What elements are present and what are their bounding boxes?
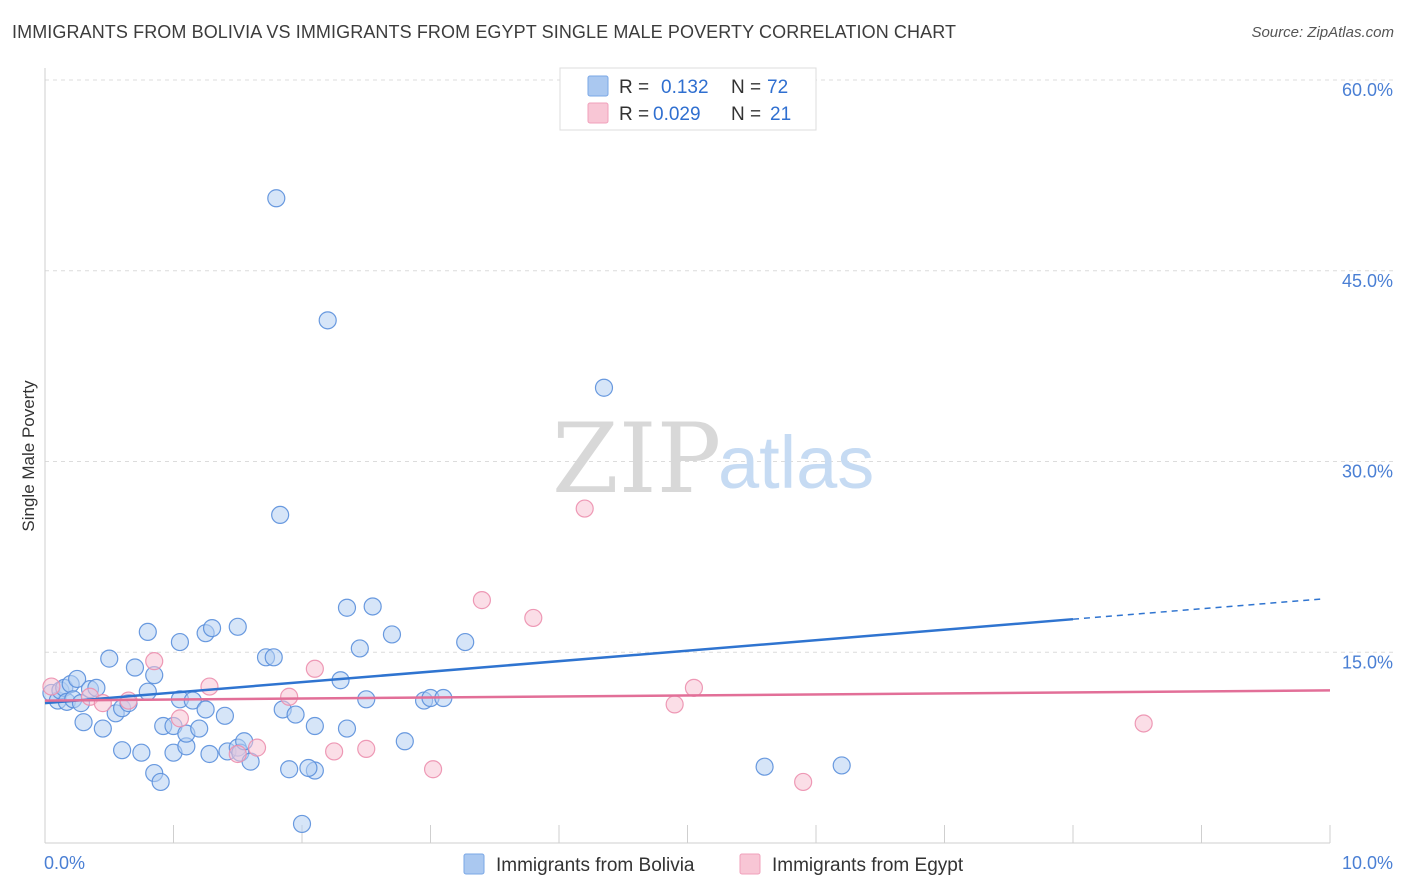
data-point — [395, 732, 414, 751]
data-point — [228, 617, 247, 636]
watermark-atlas: atlas — [718, 421, 874, 504]
trend-line-egypt — [44, 689, 1331, 702]
data-point — [299, 758, 318, 778]
data-point — [271, 505, 290, 525]
watermark-zip: ZIP — [552, 403, 721, 515]
data-point — [200, 677, 219, 696]
data-point — [594, 378, 614, 397]
data-point — [325, 742, 344, 761]
legend-n-label: N = — [731, 104, 761, 125]
y-tick-label: 15.0% — [1342, 652, 1393, 672]
bottom-legend-label-egypt: Immigrants from Egypt — [772, 855, 964, 876]
data-point — [190, 719, 209, 738]
data-point — [684, 678, 704, 697]
trend-line-extension — [1072, 598, 1324, 620]
tick-label-layer: 15.0% 30.0% 45.0% 60.0% 0.0% 10.0% — [44, 80, 1393, 873]
data-point — [264, 648, 283, 667]
data-point — [196, 700, 215, 719]
watermark: ZIP atlas — [552, 403, 874, 515]
trend-layer — [44, 598, 1331, 705]
data-point — [280, 687, 299, 706]
data-point — [145, 652, 164, 671]
data-point — [170, 709, 190, 728]
legend-r-value: 0.029 — [653, 104, 701, 125]
data-point — [170, 632, 190, 652]
data-point — [1134, 714, 1153, 733]
data-point — [200, 744, 219, 764]
data-point — [68, 669, 87, 689]
y-tick-label: 60.0% — [1342, 80, 1393, 100]
legend-swatch-egypt — [587, 102, 609, 124]
chart-source: Source: ZipAtlas.com — [1251, 24, 1394, 41]
data-point — [93, 719, 112, 738]
bottom-legend: Immigrants from Bolivia Immigrants from … — [463, 853, 964, 876]
data-point — [363, 597, 382, 616]
data-point — [42, 677, 61, 696]
grid-layer — [45, 79, 1395, 653]
y-tick-label: 45.0% — [1342, 271, 1393, 291]
series-bolivia — [42, 189, 851, 834]
data-point — [524, 608, 543, 628]
data-point — [456, 632, 475, 652]
data-point — [755, 757, 774, 776]
y-axis-label: Single Male Poverty — [19, 380, 38, 532]
data-point — [267, 189, 286, 208]
chart-title: IMMIGRANTS FROM BOLIVIA VS IMMIGRANTS FR… — [12, 22, 957, 42]
data-point — [151, 772, 170, 792]
bottom-legend-label-bolivia: Immigrants from Bolivia — [496, 855, 695, 876]
legend-swatch-bolivia — [587, 75, 609, 97]
y-tick-label: 30.0% — [1342, 462, 1393, 482]
series-egypt — [42, 499, 1153, 792]
data-point — [318, 311, 337, 330]
data-point — [247, 738, 267, 757]
data-point — [382, 625, 402, 644]
data-point — [138, 622, 157, 642]
legend-r-value: 0.132 — [661, 77, 709, 98]
data-point — [423, 760, 443, 779]
data-point — [337, 598, 357, 617]
data-point — [665, 695, 684, 714]
data-point — [132, 743, 151, 762]
bottom-legend-swatch-egypt — [739, 853, 761, 875]
legend-n-value: 72 — [767, 77, 788, 98]
legend-n-value: 21 — [770, 104, 791, 125]
legend-n-label: N = — [731, 77, 761, 98]
trend-line-bolivia — [44, 617, 1074, 705]
data-point — [202, 618, 222, 638]
data-point — [292, 814, 312, 834]
data-point — [472, 591, 491, 610]
data-point — [305, 659, 324, 678]
data-point — [125, 658, 145, 677]
data-point — [74, 713, 93, 732]
legend-r-label: R = — [619, 77, 649, 98]
data-point — [337, 719, 357, 738]
axes-layer — [44, 68, 1331, 844]
legend-item-egypt: R = 0.029 N = 21 — [587, 102, 791, 125]
data-point — [305, 716, 324, 736]
legend-item-bolivia: R = 0.132 N = 72 — [587, 75, 788, 98]
x-tick-label-right: 10.0% — [1342, 853, 1393, 873]
data-point — [228, 744, 247, 764]
data-point — [357, 739, 376, 758]
data-point — [112, 741, 132, 760]
data-point — [350, 639, 369, 658]
legend-r-label: R = — [619, 104, 649, 125]
data-point — [215, 706, 234, 725]
bottom-legend-swatch-bolivia — [463, 853, 485, 875]
data-point — [138, 682, 157, 701]
data-point — [286, 705, 305, 724]
data-point — [100, 649, 119, 668]
data-point — [794, 772, 813, 792]
legend-box: R = 0.132 N = 72 R = 0.029 N = 21 — [559, 67, 817, 131]
data-point — [280, 760, 299, 779]
data-point — [832, 756, 851, 775]
data-point — [575, 499, 594, 518]
x-tick-label-left: 0.0% — [44, 853, 85, 873]
points-layer — [42, 189, 1153, 834]
